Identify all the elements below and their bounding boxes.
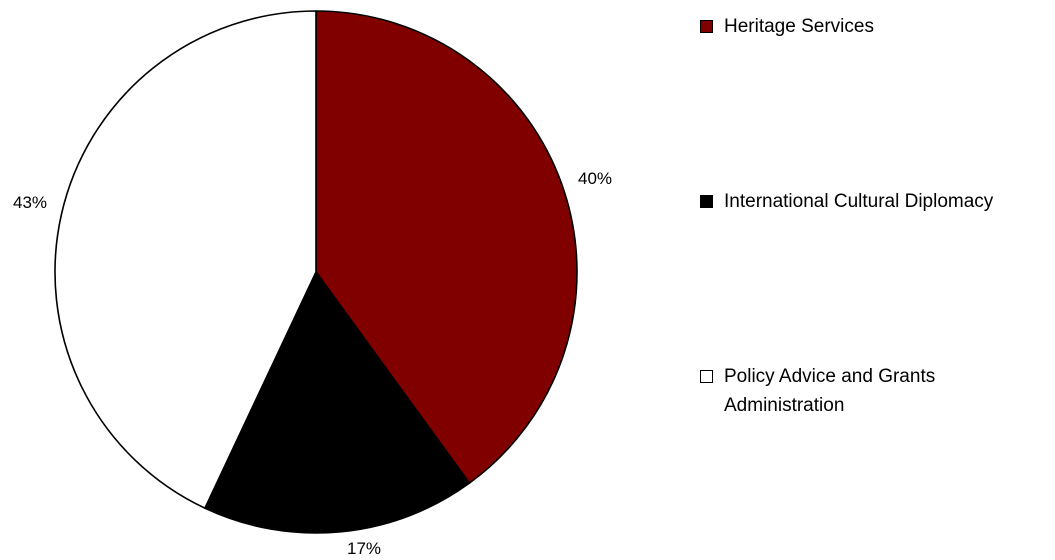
legend-item-international-cultural-diplomacy: International Cultural Diplomacy [700,187,1024,216]
pie-slice-international-cultural-diplomacy [204,271,471,534]
slice-label-international-cultural-diplomacy: 17% [347,539,381,558]
legend-swatch-heritage-services [700,20,713,33]
legend-swatch-policy-advice-and-grants [700,370,713,383]
pie-slice-policy-advice-and-grants-administration [54,10,317,509]
legend-label: Policy Advice and Grants Administration [724,366,936,416]
legend-item-policy-advice-and-grants: Policy Advice and Grants Administration [700,362,1024,420]
pie-slice-heritage-services [315,10,578,484]
legend-item-heritage-services: Heritage Services [700,12,1024,41]
slice-label-policy-advice-and-grants: 43% [13,193,47,212]
legend-swatch-international-cultural-diplomacy [700,195,713,208]
pie-slices [54,10,578,534]
legend-label: Heritage Services [724,16,874,37]
slice-label-heritage-services: 40% [578,169,612,188]
legend-label: International Cultural Diplomacy [724,191,994,212]
